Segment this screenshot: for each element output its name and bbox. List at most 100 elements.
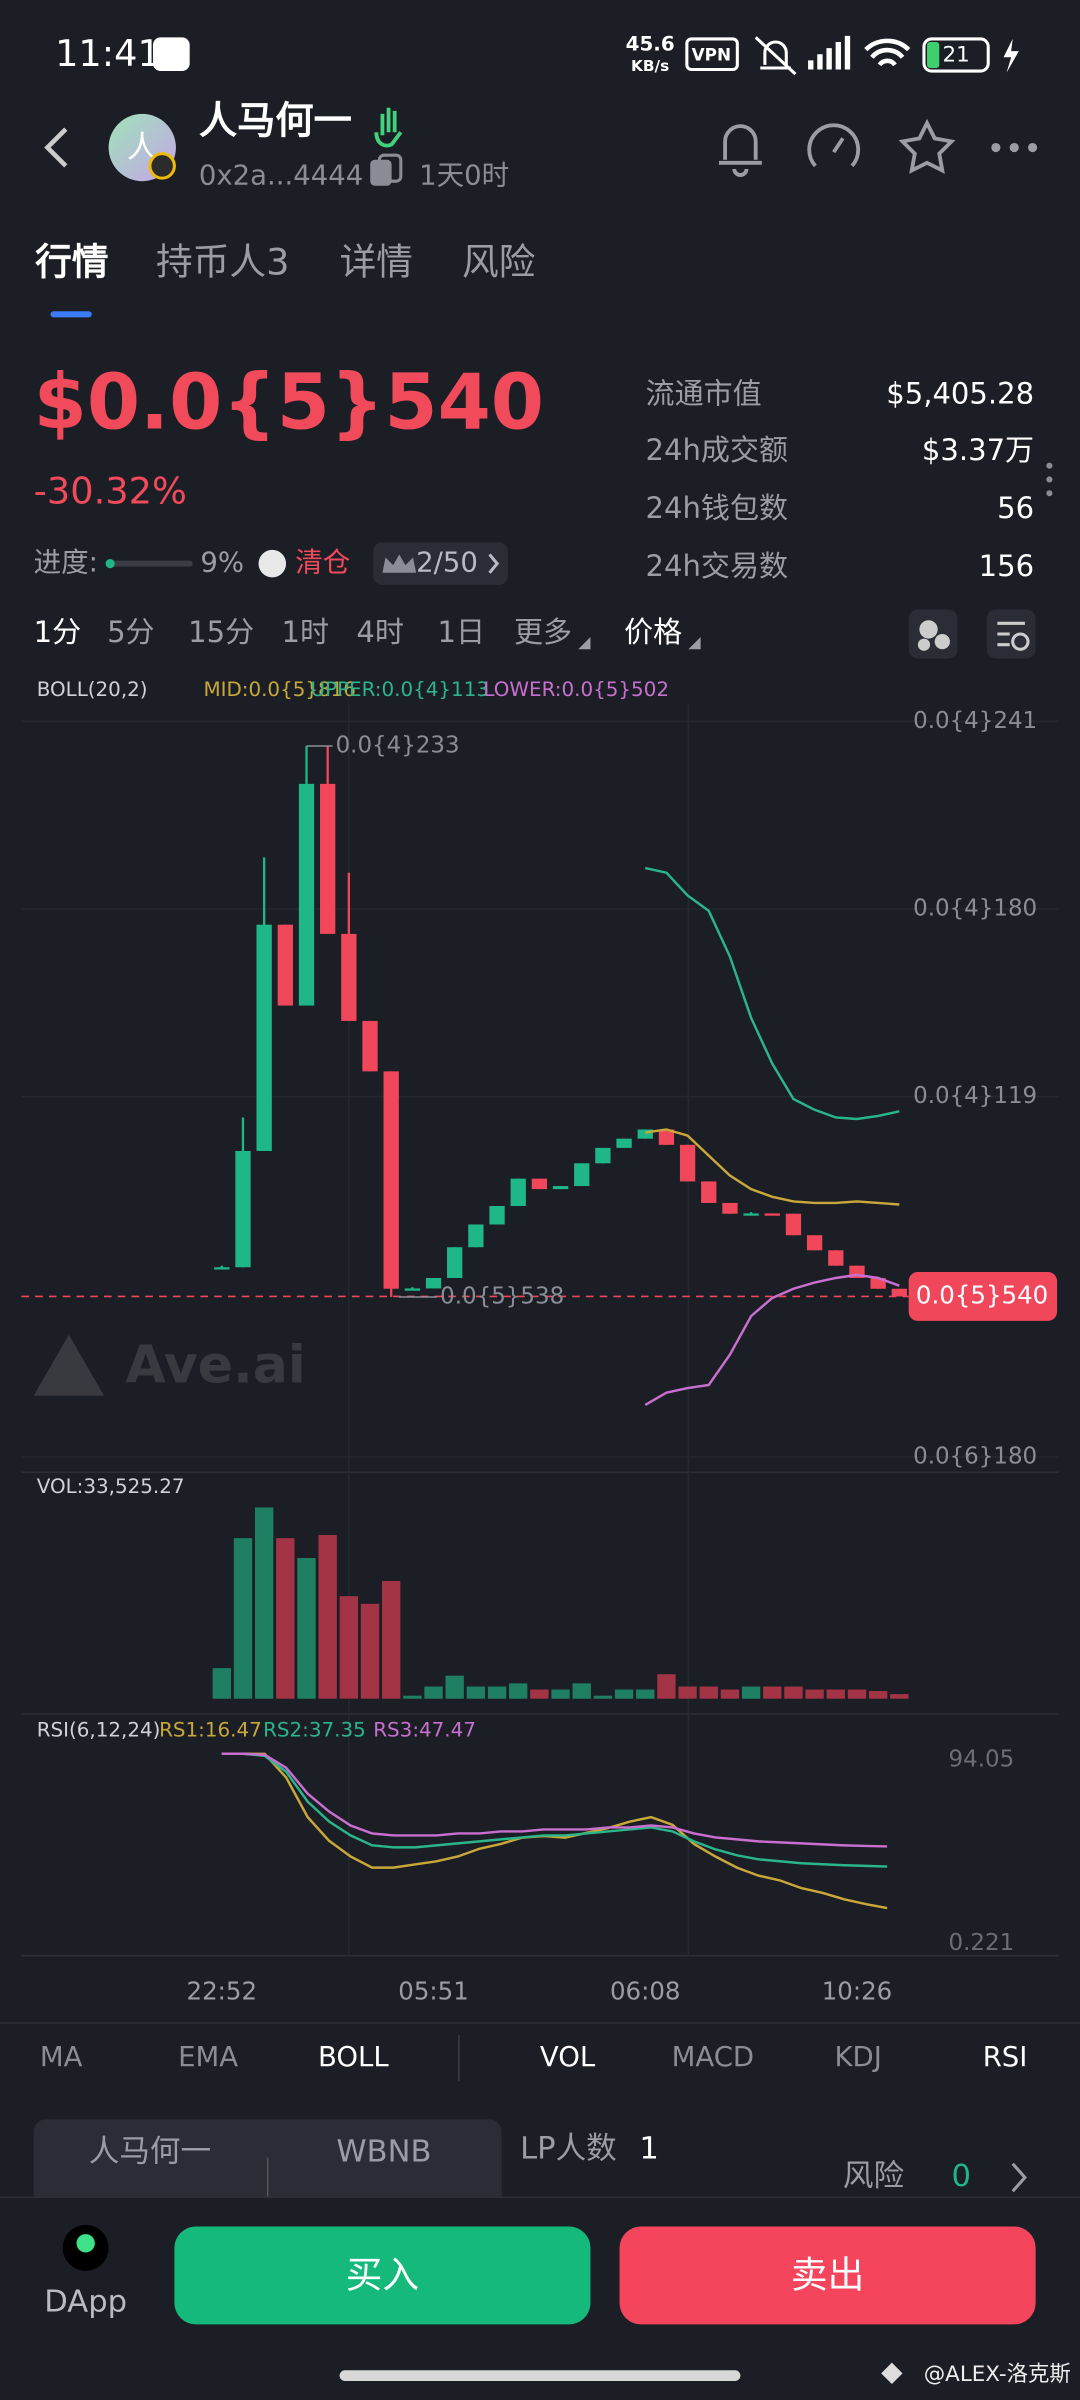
volume-bar	[297, 1557, 316, 1699]
tab[interactable]: 持币人3	[156, 240, 289, 283]
volume-bar	[593, 1695, 613, 1699]
candle-body	[637, 1129, 653, 1139]
indicator-tabs: MA EMA BOLL VOL MACD KDJ RSI	[40, 2041, 1027, 2073]
back-button[interactable]	[44, 127, 68, 168]
top-pill[interactable]	[373, 542, 508, 586]
timeframe[interactable]: 5分	[107, 615, 155, 649]
progress-label: 进度:	[34, 547, 98, 579]
timeframe[interactable]: 价格	[624, 615, 682, 649]
candle-body	[828, 1250, 844, 1266]
volume-bar	[382, 1580, 401, 1699]
candle-body	[489, 1206, 505, 1225]
indicator-tab[interactable]: RSI	[983, 2041, 1028, 2073]
indicator-tab[interactable]: EMA	[178, 2041, 238, 2073]
token-age: 1天0时	[419, 160, 509, 192]
candle-body	[383, 1071, 399, 1289]
timeframe[interactable]: 更多	[514, 615, 572, 649]
timeframe[interactable]: 4时	[356, 615, 404, 649]
sell-label[interactable]: 卖出	[791, 2253, 864, 2296]
volume-bar	[636, 1689, 655, 1699]
wifi-icon	[864, 38, 911, 67]
tab-bar: 行情 持币人3 详情 风险	[35, 240, 535, 283]
timeframe[interactable]: 1分	[34, 615, 82, 649]
volume-bar	[403, 1695, 422, 1699]
indicator-line	[221, 1752, 888, 1910]
more-icon[interactable]	[991, 142, 1038, 153]
low-label: 0.0{5}538	[440, 1284, 564, 1310]
tab[interactable]: 详情	[340, 240, 413, 283]
watermark-text: Ave.ai	[125, 1335, 305, 1395]
volume-bar	[868, 1691, 888, 1699]
dapp-label[interactable]: DApp	[44, 2284, 127, 2319]
hand-icon	[374, 107, 403, 148]
sell-button[interactable]	[619, 2226, 1036, 2325]
indicator-line	[644, 866, 900, 1121]
volume-bar	[741, 1686, 761, 1699]
indicator-tab[interactable]: MA	[40, 2041, 83, 2073]
charging-icon	[1003, 38, 1019, 73]
stat-label: 流通市值	[646, 376, 762, 410]
progress-value: 9%	[200, 547, 244, 579]
stat-label: 24h钱包数	[646, 491, 789, 525]
candle-body	[658, 1129, 675, 1145]
tab[interactable]: 行情	[35, 240, 108, 283]
x-tick-label: 22:52	[187, 1976, 258, 2005]
pool-token-b: WBNB	[336, 2135, 431, 2170]
timeframe[interactable]: 1时	[281, 615, 329, 649]
status-time: 11:41	[55, 32, 161, 75]
legend-entry: RS2:37.35	[263, 1718, 366, 1741]
indicator-tab[interactable]: VOL	[540, 2041, 596, 2073]
timeframe[interactable]: 1日	[438, 615, 486, 649]
buy-label[interactable]: 买入	[346, 2253, 419, 2296]
bnb-logo	[881, 2362, 903, 2385]
indicator-tab[interactable]: KDJ	[835, 2041, 882, 2073]
legend-entry: MID:0.0{5}816	[203, 678, 356, 701]
candle-body	[468, 1224, 484, 1248]
price: $0.0{5}540	[34, 359, 544, 448]
candle-body	[785, 1213, 802, 1236]
indicator-tab[interactable]: MACD	[672, 2041, 754, 2073]
volume-title: VOL:33,525.27	[37, 1475, 185, 1498]
legend-entry: LOWER:0.0{5}502	[483, 678, 669, 701]
stat-value: $5,405.28	[886, 376, 1034, 410]
mute-icon	[754, 36, 797, 76]
volume-bar	[318, 1534, 337, 1699]
y-tick-label: 0.0{6}180	[913, 1443, 1037, 1469]
indicator-line	[221, 1752, 888, 1848]
indicator-tab[interactable]: BOLL	[318, 2041, 389, 2073]
volume-bar	[826, 1689, 845, 1699]
gauge-icon[interactable]	[807, 123, 861, 168]
volume-bar	[339, 1596, 359, 1699]
star-icon[interactable]	[898, 118, 956, 174]
timeframe[interactable]: 15分	[188, 615, 254, 649]
volume-bar	[614, 1689, 634, 1699]
candle-body	[870, 1277, 886, 1289]
rsi-tick-label: 0.221	[949, 1930, 1015, 1956]
y-tick-label: 0.0{4}180	[913, 895, 1037, 921]
home-indicator	[339, 2370, 741, 2381]
chef-icon	[258, 549, 287, 578]
stat-value: 56	[997, 491, 1034, 525]
tab[interactable]: 风险	[462, 240, 535, 283]
settings-tool[interactable]	[986, 609, 1036, 659]
vpn-box	[685, 37, 739, 72]
volume-bar	[360, 1603, 380, 1699]
dropdown-mark	[578, 637, 591, 650]
candle-body	[362, 1020, 378, 1072]
candle-body	[701, 1181, 717, 1203]
volume-bar	[424, 1686, 443, 1699]
x-tick-label: 10:26	[822, 1976, 893, 2005]
volume-bar	[530, 1689, 549, 1699]
candle-body	[552, 1186, 569, 1190]
volume-bar	[784, 1686, 803, 1699]
y-tick-label: 0.0{4}241	[913, 708, 1037, 734]
buy-button[interactable]	[174, 2226, 591, 2325]
volume-bar	[233, 1538, 253, 1699]
risk-chevron[interactable]	[1011, 2162, 1027, 2193]
last-price-label: 0.0{5}540	[916, 1280, 1048, 1309]
risk-label: 风险	[843, 2159, 904, 2194]
risk-value: 0	[952, 2159, 971, 2194]
bell-icon[interactable]	[718, 124, 762, 177]
lp-label: LP人数	[520, 2131, 617, 2166]
